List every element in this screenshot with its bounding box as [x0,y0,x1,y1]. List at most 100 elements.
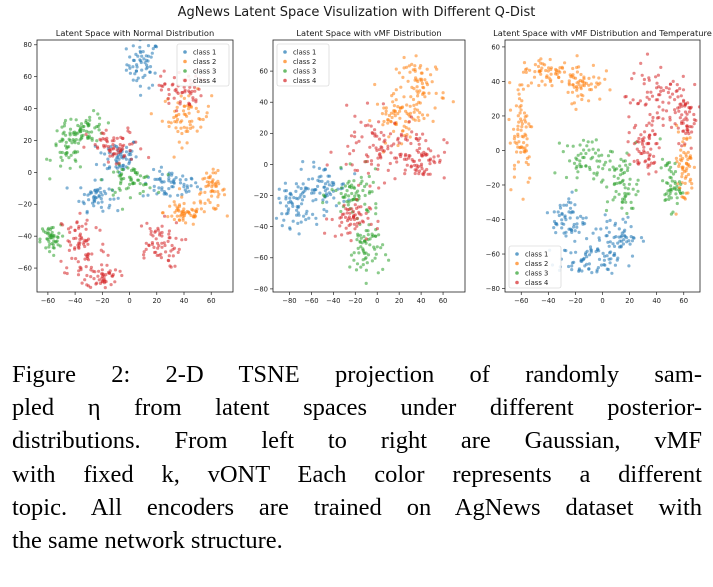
scatter-point [321,193,326,197]
scatter-point [59,164,63,168]
scatter-point [415,85,419,89]
scatter-point [423,95,427,99]
scatter-point [697,105,700,109]
scatter-point [606,154,611,158]
scatter-point [129,176,133,180]
panel-title: Latent Space with vMF Distribution and T… [493,28,712,38]
scatter-point [567,81,571,85]
scatter-point [371,131,375,136]
scatter-point [392,142,396,146]
scatter-point [628,242,632,246]
figure-panels: Latent Space with Normal Distribution−60… [18,28,712,305]
scatter-point [630,77,634,81]
scatter-point [65,271,69,276]
scatter-point [396,143,400,148]
scatter-point [664,198,668,202]
scatter-point [363,124,368,128]
scatter-point [124,47,128,51]
scatter-point [86,193,90,197]
scatter-point [65,146,69,150]
scatter-point [291,219,295,223]
scatter-point [191,125,195,129]
scatter-point [295,208,299,212]
scatter-point [78,232,82,236]
scatter-point [67,248,71,252]
scatter-point [571,66,575,71]
scatter-point [348,152,352,156]
x-tick-label: −80 [282,297,296,305]
scatter-point [105,167,109,171]
scatter-point [374,146,378,150]
scatter-point [100,263,104,267]
scatter-point [193,89,197,93]
scatter-point [125,145,129,149]
scatter-point [585,144,589,148]
scatter-point [97,278,101,282]
scatter-point [627,239,631,243]
scatter-point [58,150,62,154]
scatter-point [108,203,112,207]
scatter-point [359,205,363,209]
scatter-point [354,141,358,145]
y-tick-label: −20 [486,181,500,189]
scatter-point [612,244,617,248]
scatter-point [592,177,596,181]
scatter-point [520,99,524,103]
scatter-point [126,126,130,130]
scatter-point [183,113,188,117]
scatter-point [61,234,65,238]
scatter-point [625,211,629,216]
scatter-point [616,256,620,260]
scatter-point [657,105,661,109]
scatter-point [202,210,206,214]
scatter-point [557,75,561,80]
scatter-point [669,165,673,169]
scatter-point [576,153,580,157]
scatter-point [191,208,195,212]
scatter-point [94,162,99,167]
scatter-point [627,192,631,196]
scatter-point [381,243,385,247]
scatter-point [422,116,426,121]
scatter-point [516,114,520,118]
scatter-point [619,181,623,185]
scatter-point [278,201,282,205]
scatter-point [623,191,627,196]
scatter-point [342,212,346,216]
scatter-point [76,150,80,154]
scatter-point [652,161,656,165]
scatter-point [167,101,171,105]
scatter-point [685,128,689,132]
scatter-point [373,256,377,260]
scatter-point [655,86,659,90]
legend-marker [283,78,287,83]
scatter-point [673,180,677,184]
scatter-point [406,79,410,83]
scatter-point [512,167,517,171]
scatter-point [357,251,361,255]
scatter-point [671,79,675,83]
scatter-point [58,244,62,248]
scatter-point [690,186,694,190]
scatter-point [368,237,372,241]
scatter-point [175,205,179,209]
scatter-point [562,231,566,235]
scatter-point [378,152,382,156]
scatter-point [145,65,150,69]
scatter-point [106,121,110,125]
scatter-point [374,252,378,256]
scatter-point [159,74,163,78]
scatter-point [65,151,69,155]
scatter-point [48,242,52,246]
scatter-point [156,226,160,230]
scatter-point [222,187,226,191]
legend-marker [183,50,187,54]
scatter-point [421,172,425,176]
scatter-point [689,105,693,109]
scatter-point [189,184,193,188]
scatter-point [416,94,420,98]
scatter-point [59,259,63,263]
scatter-point [367,206,371,210]
scatter-point [317,166,321,170]
scatter-point [80,281,84,285]
